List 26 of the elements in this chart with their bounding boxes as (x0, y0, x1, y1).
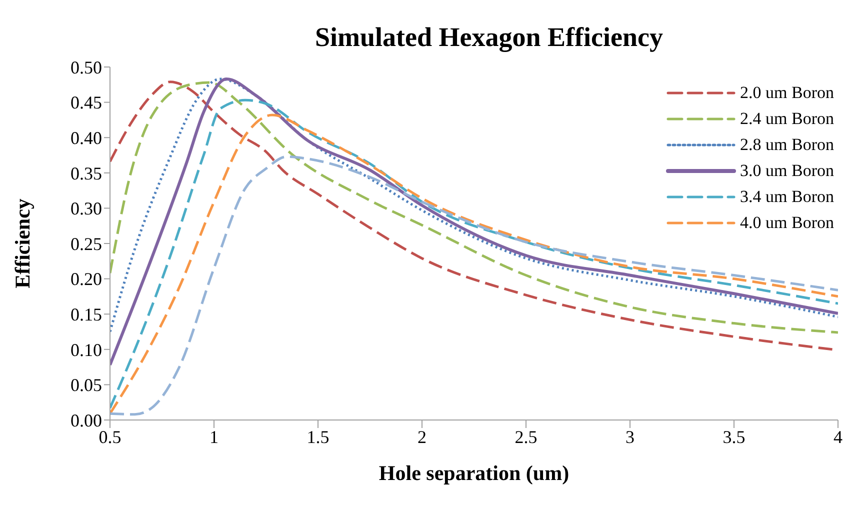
y-tick-label: 0.45 (70, 92, 102, 113)
y-tick-label: 0.40 (70, 128, 102, 148)
y-tick-label: 0.05 (70, 375, 102, 396)
legend-label: 3.0 um Boron (740, 160, 834, 182)
y-tick-label: 0.30 (70, 198, 102, 219)
y-tick-label: 0.10 (70, 340, 102, 360)
legend-label: 2.0 um Boron (740, 82, 834, 104)
legend-label: 3.4 um Boron (740, 186, 834, 208)
x-tick-label: 4 (834, 426, 842, 447)
x-tick-label: 3 (626, 426, 634, 447)
y-axis-title: Efficiency (10, 198, 34, 288)
x-tick-label: 3.5 (722, 426, 746, 447)
x-axis-title: Hole separation (um) (378, 461, 570, 485)
y-tick-label: 0.15 (70, 304, 102, 324)
y-tick-label: 0.25 (70, 234, 102, 254)
y-tick-label: 0.20 (70, 269, 102, 290)
x-tick-label: 1.5 (306, 426, 330, 447)
legend-label: 4.0 um Boron (740, 212, 834, 234)
x-tick-label: 2 (418, 426, 426, 447)
legend-label: 2.8 um Boron (740, 134, 834, 156)
chart-title: Simulated Hexagon Efficiency (314, 22, 664, 53)
y-tick-label: 0.50 (70, 57, 102, 78)
legend-label: 2.4 um Boron (740, 108, 834, 130)
y-tick-label: 0.35 (70, 163, 102, 184)
x-tick-label: 1 (210, 426, 218, 447)
x-tick-label: 2.5 (514, 426, 538, 447)
